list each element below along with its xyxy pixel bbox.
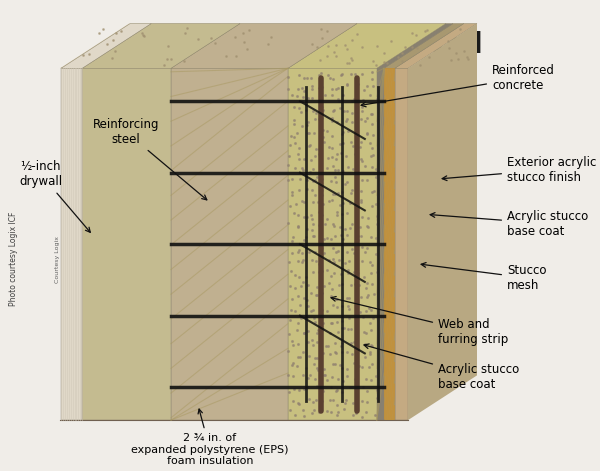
Bar — [384, 68, 395, 420]
Polygon shape — [171, 68, 288, 420]
Polygon shape — [61, 24, 151, 68]
Text: Stucco
mesh: Stucco mesh — [421, 262, 547, 292]
Polygon shape — [61, 68, 82, 420]
Polygon shape — [377, 24, 453, 68]
Polygon shape — [395, 68, 408, 420]
Polygon shape — [408, 24, 477, 420]
Text: Acrylic stucco
base coat: Acrylic stucco base coat — [364, 344, 519, 391]
Polygon shape — [288, 24, 446, 68]
Text: ½-inch
drywall: ½-inch drywall — [19, 160, 90, 232]
Text: Reinforcing
steel: Reinforcing steel — [93, 118, 207, 200]
Text: Anatomy of an ICF Wall: Anatomy of an ICF Wall — [118, 31, 482, 58]
Polygon shape — [60, 24, 477, 68]
Text: Acrylic stucco
base coat: Acrylic stucco base coat — [430, 210, 588, 238]
Polygon shape — [384, 68, 395, 420]
Polygon shape — [384, 24, 464, 68]
Text: Reinforced
concrete: Reinforced concrete — [361, 64, 555, 107]
Text: Exterior acrylic
stucco finish: Exterior acrylic stucco finish — [442, 155, 596, 184]
Polygon shape — [377, 68, 384, 420]
Text: Web and
furring strip: Web and furring strip — [331, 297, 508, 346]
Polygon shape — [82, 24, 240, 68]
Text: Photo courtesy Logix ICF: Photo courtesy Logix ICF — [8, 212, 18, 306]
Polygon shape — [288, 68, 377, 420]
Polygon shape — [82, 68, 171, 420]
Polygon shape — [171, 24, 357, 68]
Polygon shape — [395, 24, 477, 68]
Text: Courtesy Logix: Courtesy Logix — [55, 236, 59, 283]
Text: 2 ¾ in. of
expanded polystyrene (EPS)
foam insulation: 2 ¾ in. of expanded polystyrene (EPS) fo… — [131, 409, 289, 466]
